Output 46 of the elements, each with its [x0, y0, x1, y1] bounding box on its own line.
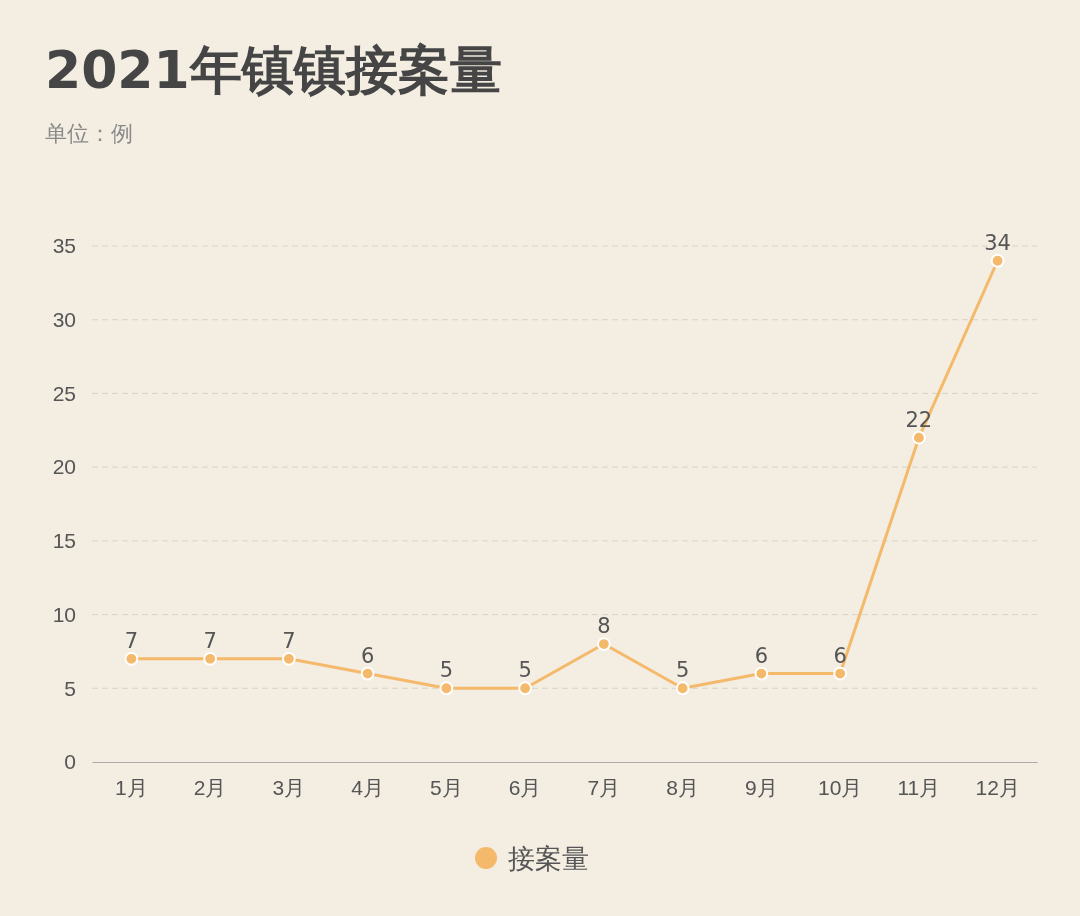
chart-subtitle: 单位：例	[45, 121, 133, 146]
y-tick-label: 0	[64, 750, 76, 774]
x-tick-label: 12月	[975, 775, 1020, 799]
legend-label: 接案量	[508, 843, 589, 874]
point	[596, 637, 611, 651]
chart-title: 2021年镇镇接案量	[45, 40, 502, 100]
x-tick-label: 4月	[351, 775, 384, 799]
y-tick-label: 5	[64, 676, 76, 700]
x-tick-label: 8月	[666, 775, 699, 799]
point	[360, 666, 375, 681]
x-tick-label: 11月	[897, 775, 941, 799]
data-label: 5	[675, 658, 690, 683]
point	[281, 651, 296, 666]
data-label: 34	[984, 230, 1011, 255]
data-label: 6	[833, 643, 847, 668]
x-tick-label: 6月	[508, 775, 542, 799]
x-tick-label: 10月	[817, 775, 863, 799]
point	[911, 430, 926, 445]
y-tick-label: 25	[52, 381, 76, 405]
data-label: 5	[439, 658, 454, 683]
data-label: 6	[754, 643, 769, 668]
y-tick-label: 20	[52, 455, 76, 479]
y-tick-label: 10	[52, 602, 76, 626]
x-tick-label: 7月	[587, 775, 621, 799]
data-label: 8	[597, 614, 611, 639]
point	[833, 666, 848, 681]
x-tick-label: 1月	[115, 775, 148, 799]
y-tick-label: 15	[52, 529, 76, 553]
x-tick-label: 3月	[272, 775, 306, 799]
point	[754, 666, 769, 681]
data-label: 7	[203, 628, 217, 653]
x-tick-label: 5月	[430, 775, 463, 799]
data-label: 7	[282, 628, 296, 653]
point	[439, 681, 454, 696]
y-tick-label: 35	[52, 234, 76, 258]
x-tick-label: 9月	[745, 775, 778, 799]
point	[518, 681, 533, 696]
data-label: 5	[518, 658, 532, 683]
data-label: 7	[124, 628, 139, 653]
data-label: 6	[360, 643, 375, 668]
x-tick-label: 2月	[193, 775, 227, 799]
point	[675, 681, 690, 696]
point	[203, 651, 218, 666]
point	[990, 253, 1005, 268]
y-tick-label: 30	[52, 307, 76, 331]
point	[124, 651, 139, 666]
